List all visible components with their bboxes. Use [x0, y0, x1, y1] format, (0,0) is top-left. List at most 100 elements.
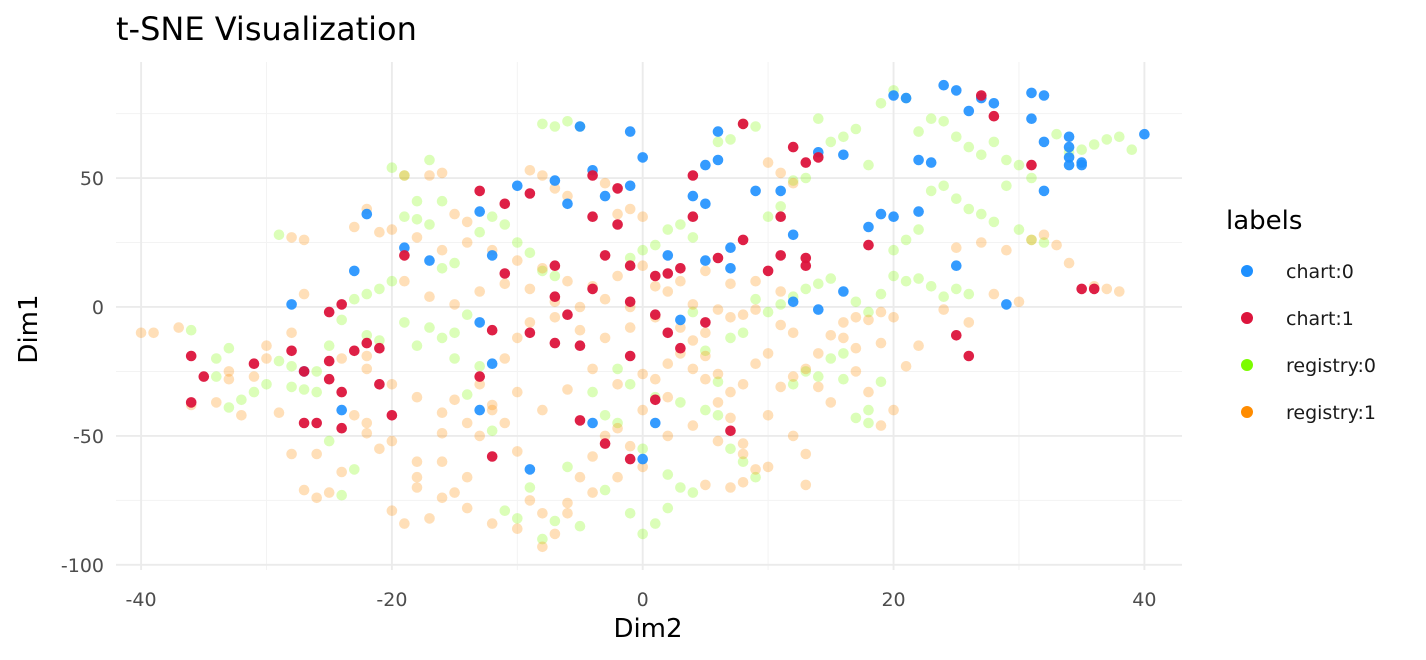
- data-point: [512, 237, 523, 248]
- data-point: [612, 417, 623, 429]
- data-point: [650, 417, 661, 429]
- data-point: [537, 533, 548, 545]
- data-point: [223, 373, 235, 385]
- data-point: [988, 216, 1000, 228]
- data-point: [474, 379, 486, 390]
- data-point: [386, 162, 398, 173]
- data-point: [687, 306, 699, 318]
- chart-title: t-SNE Visualization: [116, 10, 417, 48]
- data-point: [286, 345, 297, 357]
- axis-tick-labels: -40 -20 0 20 40 -100 -50 0 50: [61, 168, 1157, 611]
- data-point: [725, 332, 736, 344]
- data-point: [574, 324, 586, 336]
- data-point: [662, 469, 674, 480]
- data-point: [424, 513, 435, 524]
- data-point: [750, 275, 761, 287]
- data-point: [399, 242, 410, 253]
- data-point: [775, 250, 786, 261]
- data-point: [687, 335, 699, 346]
- data-point: [700, 373, 711, 385]
- data-point: [461, 237, 473, 248]
- data-point: [1139, 128, 1150, 140]
- data-point: [311, 366, 323, 377]
- data-point: [486, 358, 498, 370]
- data-point: [424, 154, 435, 166]
- data-point: [662, 250, 674, 261]
- data-point: [800, 283, 812, 295]
- data-point: [323, 487, 335, 498]
- data-point: [1076, 144, 1087, 155]
- scatter-points: [135, 79, 1150, 553]
- data-point: [562, 461, 573, 473]
- data-point: [775, 299, 786, 310]
- data-point: [750, 185, 761, 197]
- data-point: [386, 275, 398, 287]
- data-point: [449, 394, 460, 406]
- legend-key: [1241, 265, 1253, 277]
- data-point: [900, 275, 912, 287]
- data-point: [863, 306, 874, 318]
- data-point: [424, 219, 435, 230]
- data-point: [913, 273, 924, 284]
- data-point: [386, 410, 398, 421]
- data-point: [762, 306, 774, 318]
- data-point: [1038, 229, 1050, 241]
- data-point: [787, 177, 799, 189]
- data-point: [486, 324, 498, 336]
- data-point: [624, 126, 636, 137]
- data-point: [712, 435, 724, 447]
- data-point: [624, 252, 636, 264]
- data-point: [963, 105, 975, 117]
- data-point: [486, 399, 498, 411]
- data-point: [461, 216, 473, 228]
- data-point: [248, 386, 260, 398]
- data-point: [587, 363, 598, 375]
- data-point: [436, 167, 448, 179]
- data-point: [599, 410, 611, 421]
- data-point: [386, 505, 398, 516]
- data-point: [800, 366, 812, 377]
- data-point: [737, 477, 749, 488]
- data-point: [737, 118, 749, 130]
- data-point: [1001, 180, 1012, 192]
- data-point: [787, 229, 799, 241]
- data-point: [1013, 159, 1025, 171]
- data-point: [599, 293, 611, 305]
- data-point: [1001, 299, 1012, 310]
- data-point: [461, 309, 473, 321]
- data-point: [1063, 257, 1075, 269]
- data-point: [725, 386, 736, 398]
- data-point: [637, 152, 648, 163]
- data-point: [787, 371, 799, 382]
- data-point: [850, 366, 862, 377]
- data-point: [537, 170, 548, 181]
- data-point: [411, 391, 423, 403]
- data-point: [925, 281, 937, 292]
- data-point: [562, 275, 573, 287]
- data-point: [599, 430, 611, 442]
- data-point: [198, 371, 210, 382]
- data-point: [1063, 152, 1075, 163]
- data-point: [524, 495, 536, 506]
- data-point: [587, 417, 598, 429]
- data-point: [700, 479, 711, 491]
- legend-title: labels: [1226, 206, 1302, 236]
- data-point: [712, 304, 724, 315]
- data-point: [687, 487, 699, 498]
- data-point: [273, 229, 285, 241]
- data-point: [474, 371, 486, 382]
- data-point: [298, 288, 310, 300]
- data-point: [361, 428, 373, 439]
- data-point: [775, 286, 786, 297]
- data-point: [273, 355, 285, 367]
- data-point: [863, 386, 874, 398]
- data-point: [1063, 141, 1075, 153]
- data-point: [474, 430, 486, 442]
- data-point: [361, 337, 373, 349]
- series-chart-0: [286, 79, 1150, 475]
- data-point: [499, 505, 511, 516]
- data-point: [712, 126, 724, 137]
- data-point: [449, 257, 460, 269]
- data-point: [913, 340, 924, 352]
